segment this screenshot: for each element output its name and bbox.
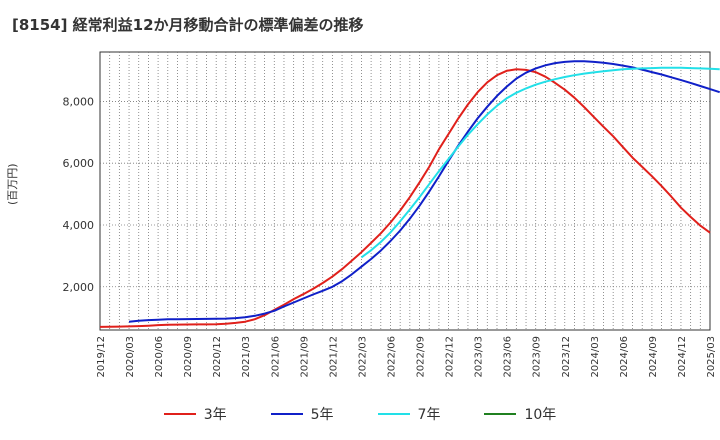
- x-tick-label: 2023/09: [532, 336, 543, 378]
- x-tick-label: 2021/12: [328, 336, 339, 378]
- x-tick-label: 2020/06: [154, 336, 165, 378]
- x-tick-label: 2023/03: [474, 336, 485, 378]
- x-tick-label: 2024/06: [619, 336, 630, 378]
- legend-label: 5年: [310, 407, 334, 423]
- y-tick-label: 4,000: [63, 219, 95, 232]
- x-tick-label: 2021/06: [270, 336, 281, 378]
- legend-item: 7年: [377, 404, 441, 424]
- legend-swatch: [163, 413, 196, 415]
- x-tick-label: 2022/09: [416, 336, 427, 378]
- x-tick-label: 2022/12: [445, 336, 456, 378]
- x-tick-label: 2025/03: [706, 336, 717, 378]
- x-tick-label: 2020/09: [183, 336, 194, 378]
- x-tick-label: 2023/12: [561, 336, 572, 378]
- y-tick-label: 2,000: [63, 281, 95, 294]
- legend-item: 3年: [163, 404, 227, 424]
- legend-label: 10年: [524, 407, 557, 423]
- x-tick-label: 2022/03: [357, 336, 368, 378]
- legend-label: 3年: [203, 407, 227, 423]
- series-line: [128, 60, 720, 323]
- series-line: [360, 66, 720, 259]
- series-line: [99, 68, 711, 328]
- x-tick-label: 2024/12: [677, 336, 688, 378]
- legend-item: 10年: [484, 404, 556, 424]
- legend-swatch: [377, 413, 410, 415]
- x-tick-label: 2022/06: [386, 336, 397, 378]
- legend-swatch: [270, 413, 303, 415]
- x-tick-label: 2024/03: [590, 336, 601, 378]
- x-tick-label: 2020/12: [212, 336, 223, 378]
- y-tick-label: 6,000: [63, 157, 95, 170]
- chart-title: [8154] 経常利益12か月移動合計の標準偏差の推移: [12, 16, 364, 34]
- x-tick-label: 2024/09: [648, 336, 659, 378]
- y-tick-label: 8,000: [63, 95, 95, 108]
- x-tick-label: 2019/12: [96, 336, 107, 378]
- x-tick-label: 2023/06: [503, 336, 514, 378]
- line-chart: 2,000 4,000 6,000 8,000 2019/12 2020/03 2020/0…: [63, 51, 720, 378]
- plot-area: [99, 51, 711, 331]
- legend-label: 7年: [417, 407, 441, 423]
- legend-swatch: [484, 413, 517, 415]
- x-tick-label: 2020/03: [125, 336, 136, 378]
- x-tick-label: 2021/03: [241, 336, 252, 378]
- legend-item: 5年: [270, 404, 334, 424]
- legend: 3年 5年 7年 10年: [0, 404, 720, 424]
- x-tick-label: 2021/09: [299, 336, 310, 378]
